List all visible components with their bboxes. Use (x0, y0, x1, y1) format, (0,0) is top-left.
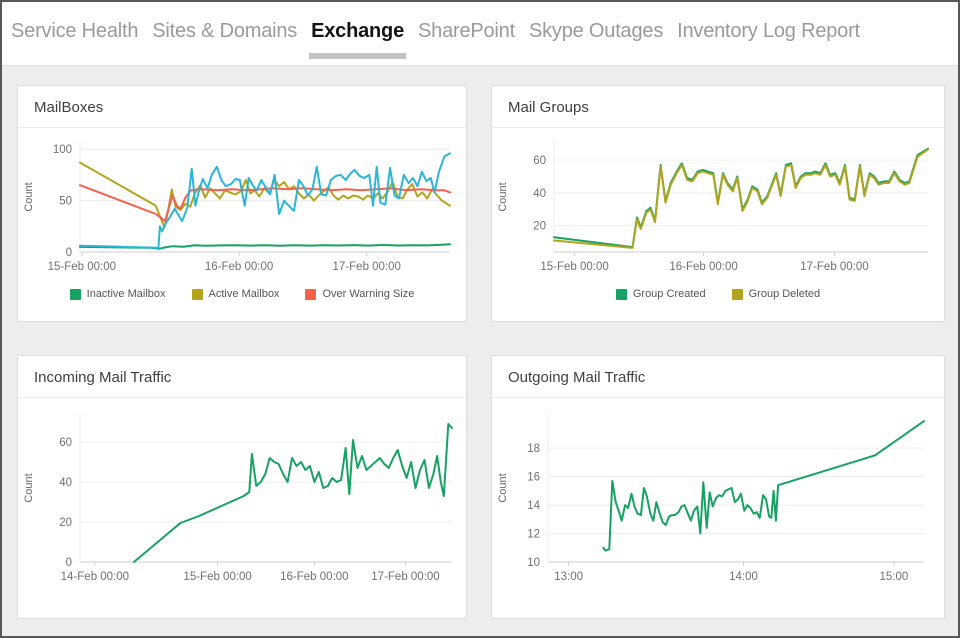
y-tick-label: 40 (59, 477, 72, 489)
series-line-incoming-mail-traffic (132, 423, 453, 563)
x-tick-label: 14-Feb 00:00 (61, 571, 129, 583)
y-tick-label: 0 (66, 247, 72, 259)
series-line-over-warning-size (79, 184, 451, 223)
legend-item-group-deleted[interactable]: Group Deleted (731, 288, 821, 300)
tab-skype-outages[interactable]: Skype Outages (528, 20, 664, 42)
series-line-group-deleted (553, 148, 929, 249)
y-tick-label: 20 (59, 517, 72, 529)
legend-item-group-created[interactable]: Group Created (615, 288, 706, 300)
y-axis-title: Count (23, 473, 35, 502)
series-line-outgoing-mail-traffic (602, 420, 925, 552)
legend-label: Active Mailbox (208, 288, 280, 300)
tab-bar: Service Health Sites & Domains Exchange Sha… (2, 2, 958, 66)
x-tick-label: 17-Feb 00:00 (371, 571, 439, 583)
legend-item-over-warning-size[interactable]: Over Warning Size (305, 288, 414, 300)
panel-title-incoming-mail-traffic: Incoming Mail Traffic (18, 356, 466, 398)
tab-sharepoint[interactable]: SharePoint (418, 20, 515, 42)
legend-item-inactive-mailbox[interactable]: Inactive Mailbox (69, 288, 166, 300)
chart-area-mailboxes: 0 50 100 15-Feb 00:00 16-Feb 00:00 17-Feb 00:… (18, 128, 466, 286)
panel-title-mailboxes: MailBoxes (18, 86, 466, 128)
legend-swatch-icon (191, 288, 203, 300)
x-tick-label: 15-Feb 00:00 (183, 571, 251, 583)
x-tick-label: 15-Feb 00:00 (540, 261, 608, 273)
mailboxes-line-chart[interactable]: 0 50 100 15-Feb 00:00 16-Feb 00:00 17-Feb 00:… (18, 130, 466, 286)
y-tick-label: 18 (527, 443, 540, 455)
x-tick-label: 15-Feb 00:00 (48, 261, 116, 273)
tab-sites-domains[interactable]: Sites & Domains (152, 20, 298, 42)
chart-panel-outgoing-mail-traffic: Outgoing Mail Traffic 10 12 14 16 18 13:00 14:… (491, 355, 945, 619)
mailboxes-legend: Inactive Mailbox Active Mailbox Over Warni… (18, 288, 466, 300)
incoming-mail-traffic-line-chart[interactable]: 0 20 40 60 14-Feb 00:00 15-Feb 00:00 16-Feb 00… (18, 400, 466, 598)
y-tick-label: 50 (59, 196, 72, 208)
y-tick-label: 16 (527, 472, 540, 484)
x-tick-label: 15:00 (880, 571, 909, 583)
x-tick-label: 17-Feb 00:00 (333, 261, 401, 273)
chart-area-mail-groups: 20 40 60 15-Feb 00:00 16-Feb 00:00 17-Feb 00:… (492, 128, 944, 286)
y-tick-label: 100 (53, 144, 72, 156)
legend-swatch-icon (731, 288, 743, 300)
tab-exchange[interactable]: Exchange (304, 14, 411, 59)
legend-item-active-mailbox[interactable]: Active Mailbox (191, 288, 280, 300)
x-tick-label: 14:00 (729, 571, 758, 583)
legend-swatch-icon (69, 288, 81, 300)
y-tick-label: 14 (527, 500, 540, 512)
x-tick-label: 16-Feb 00:00 (205, 261, 273, 273)
x-tick-label: 16-Feb 00:00 (669, 261, 737, 273)
y-axis-title: Count (497, 182, 509, 211)
y-tick-label: 60 (533, 155, 546, 167)
legend-label: Group Deleted (748, 288, 821, 300)
legend-label: Over Warning Size (322, 288, 415, 300)
tab-service-health[interactable]: Service Health (11, 20, 139, 42)
y-tick-label: 40 (533, 188, 546, 200)
y-tick-label: 20 (533, 221, 546, 233)
panel-title-outgoing-mail-traffic: Outgoing Mail Traffic (492, 356, 944, 398)
y-tick-label: 12 (527, 529, 540, 541)
panel-title-mail-groups: Mail Groups (492, 86, 944, 128)
legend-label: Inactive Mailbox (86, 288, 166, 300)
legend-label: Group Created (632, 288, 706, 300)
mail-groups-legend: Group Created Group Deleted (492, 288, 944, 300)
x-tick-label: 16-Feb 00:00 (280, 571, 348, 583)
legend-swatch-icon (615, 288, 627, 300)
y-axis-title: Count (497, 473, 509, 502)
y-tick-label: 0 (66, 557, 72, 569)
chart-panel-mailboxes: MailBoxes 0 50 100 15-Feb 00:00 16-Feb 00:00… (17, 85, 467, 322)
outgoing-mail-traffic-line-chart[interactable]: 10 12 14 16 18 13:00 14:00 15:00 Count (492, 400, 944, 598)
chart-area-incoming-mail-traffic: 0 20 40 60 14-Feb 00:00 15-Feb 00:00 16-Feb 00… (18, 398, 466, 598)
mail-groups-line-chart[interactable]: 20 40 60 15-Feb 00:00 16-Feb 00:00 17-Feb 00:… (492, 130, 944, 286)
y-tick-label: 60 (59, 437, 72, 449)
series-line-unlabeled (79, 152, 451, 249)
x-tick-label: 13:00 (554, 571, 583, 583)
dashboard-content: MailBoxes 0 50 100 15-Feb 00:00 16-Feb 00:00… (2, 66, 958, 636)
y-tick-label: 10 (527, 557, 540, 569)
chart-panel-incoming-mail-traffic: Incoming Mail Traffic 0 20 40 60 14-Feb 00:0… (17, 355, 467, 619)
x-tick-label: 17-Feb 00:00 (800, 261, 868, 273)
tab-inventory-log-report[interactable]: Inventory Log Report (677, 20, 860, 42)
chart-panel-mail-groups: Mail Groups 20 40 60 15-Feb 00:00 16-Feb 00:… (491, 85, 945, 322)
chart-area-outgoing-mail-traffic: 10 12 14 16 18 13:00 14:00 15:00 Count (492, 398, 944, 598)
y-axis-title: Count (23, 182, 35, 211)
legend-swatch-icon (305, 288, 317, 300)
